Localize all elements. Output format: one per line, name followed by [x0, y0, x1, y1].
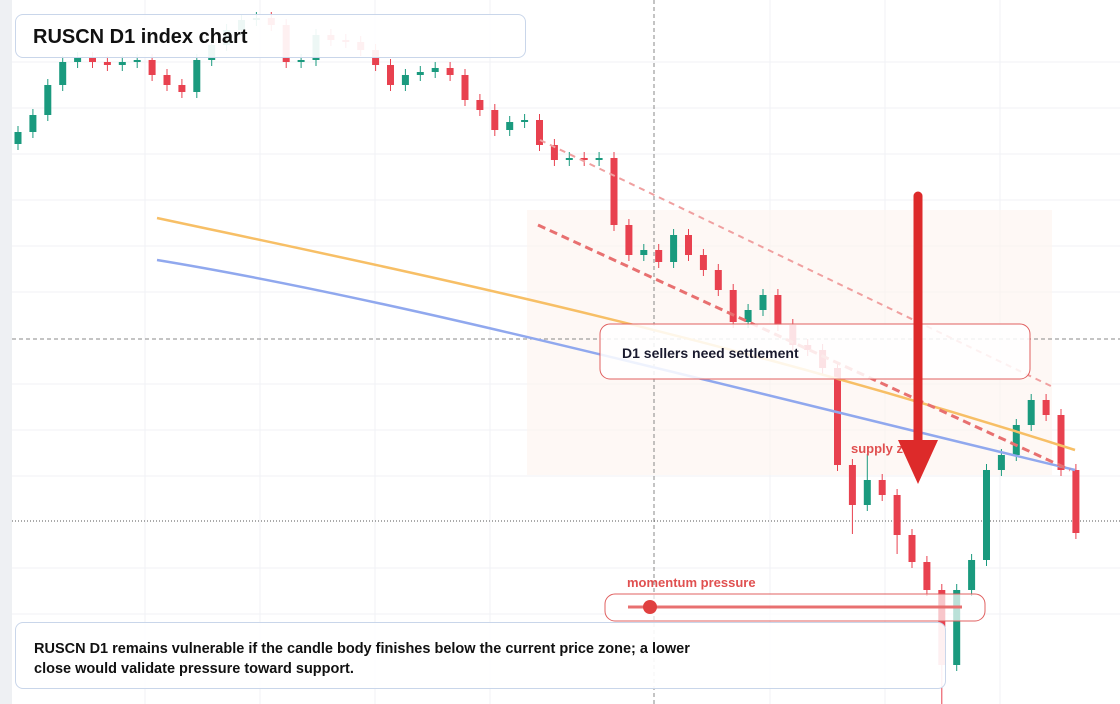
candle-body — [521, 120, 529, 122]
candle-body — [714, 270, 722, 290]
candle-body — [193, 60, 201, 92]
candle-body — [997, 455, 1005, 470]
candle-body — [953, 590, 961, 665]
candle-body — [14, 132, 22, 144]
candle-body — [878, 480, 886, 495]
title: RUSCN D1 index chart — [33, 26, 248, 48]
candle-body — [74, 58, 82, 62]
candle-body — [923, 562, 931, 590]
settlement-label: D1 sellers need settlement — [622, 345, 799, 361]
candle-body — [506, 122, 514, 130]
candle-body — [431, 68, 439, 72]
candle-body — [103, 62, 111, 65]
note: RUSCN D1 remains vulnerable if the candl… — [34, 641, 690, 677]
candle-body — [536, 120, 543, 145]
candle-body — [89, 58, 96, 62]
candle-body — [550, 145, 558, 160]
candle-body — [1042, 400, 1050, 415]
candle-body — [983, 470, 990, 560]
candles — [14, 12, 1080, 704]
candle-body — [476, 100, 484, 110]
candle-body — [699, 255, 707, 270]
candle-body — [834, 368, 841, 465]
candle-body — [163, 75, 171, 85]
candle-body — [625, 225, 633, 255]
candle-body — [565, 158, 573, 160]
candle-body — [461, 75, 469, 100]
candle-body — [1057, 415, 1065, 470]
title-box: RUSCN D1 index chart — [15, 14, 526, 58]
candle-body — [655, 250, 663, 262]
candle-body — [848, 465, 856, 505]
candle-body — [416, 72, 424, 75]
candle-body — [118, 62, 126, 65]
candle-body — [640, 250, 648, 255]
candle-body — [744, 310, 752, 322]
left-edge — [0, 0, 12, 704]
candle-body — [1072, 470, 1080, 533]
candle-body — [44, 85, 52, 115]
candle-body — [968, 560, 976, 590]
arrow-head — [898, 440, 938, 484]
candle-body — [729, 290, 737, 322]
candle-body — [759, 295, 767, 310]
candle-body — [580, 158, 588, 160]
candle-body — [401, 75, 409, 85]
candle-body — [148, 60, 156, 75]
candle-body — [893, 495, 901, 535]
candle-body — [774, 295, 782, 325]
note-box: RUSCN D1 remains vulnerable if the candl… — [15, 622, 946, 689]
candle-body — [59, 62, 67, 85]
candle-body — [685, 235, 692, 255]
candle-body — [595, 158, 603, 160]
candle-body — [1012, 425, 1020, 455]
candle-body — [610, 158, 618, 225]
candle-body — [178, 85, 186, 92]
candle-body — [446, 68, 454, 75]
candle-body — [1027, 400, 1035, 425]
momentum-label: momentum pressure — [627, 575, 756, 590]
candle-body — [133, 60, 141, 62]
candle-body — [297, 60, 305, 62]
candle-body — [491, 110, 499, 130]
candle-body — [29, 115, 37, 132]
candle-body — [387, 65, 394, 85]
candle-body — [863, 480, 871, 505]
momentum-knob[interactable] — [643, 600, 657, 614]
candle-body — [908, 535, 916, 562]
candle-body — [670, 235, 678, 262]
